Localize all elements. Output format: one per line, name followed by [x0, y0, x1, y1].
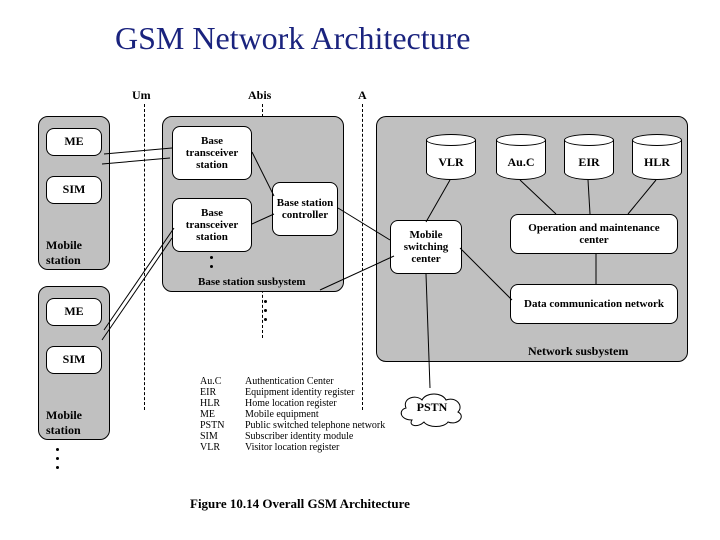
cyl-hlr-label: HLR: [632, 155, 682, 170]
cyl-vlr: VLR: [426, 134, 476, 180]
node-sim-1: SIM: [46, 176, 102, 204]
page-title: GSM Network Architecture: [115, 20, 470, 57]
figure-caption: Figure 10.14 Overall GSM Architecture: [190, 496, 410, 512]
legend-row: PSTNPublic switched telephone network: [200, 420, 385, 431]
legend-abbr: PSTN: [200, 420, 245, 431]
cloud-pstn: PSTN: [394, 386, 470, 430]
legend-desc: Authentication Center: [245, 376, 334, 387]
legend-desc: Mobile equipment: [245, 409, 319, 420]
node-sim-2: SIM: [46, 346, 102, 374]
node-me-2: ME: [46, 298, 102, 326]
dots-ms: [56, 448, 59, 469]
legend-abbr: SIM: [200, 431, 245, 442]
legend-abbr: ME: [200, 409, 245, 420]
cloud-pstn-label: PSTN: [394, 400, 470, 415]
group-mobile-station-2-label: Mobile station: [46, 408, 116, 438]
legend-abbr: VLR: [200, 442, 245, 453]
cyl-eir: EIR: [564, 134, 614, 180]
cyl-hlr: HLR: [632, 134, 682, 180]
legend-abbr: HLR: [200, 398, 245, 409]
legend-desc: Home location register: [245, 398, 337, 409]
iface-a-line: [362, 104, 363, 410]
iface-a-label: A: [358, 88, 367, 103]
iface-abis-label: Abis: [248, 88, 271, 103]
iface-um-line: [144, 104, 145, 410]
cyl-eir-label: EIR: [564, 155, 614, 170]
legend-row: Au.CAuthentication Center: [200, 376, 385, 387]
node-dcn: Data communication network: [510, 284, 678, 324]
dots-bss: [264, 300, 267, 321]
legend-row: MEMobile equipment: [200, 409, 385, 420]
legend-row: SIMSubscriber identity module: [200, 431, 385, 442]
node-bts-2: Base transceiver station: [172, 198, 252, 252]
cyl-auc: Au.C: [496, 134, 546, 180]
cyl-vlr-label: VLR: [426, 155, 476, 170]
iface-um-label: Um: [132, 88, 151, 103]
legend-row: VLRVisitor location register: [200, 442, 385, 453]
legend-desc: Visitor location register: [245, 442, 339, 453]
legend-desc: Public switched telephone network: [245, 420, 385, 431]
node-msc: Mobile switching center: [390, 220, 462, 274]
legend-desc: Subscriber identity module: [245, 431, 353, 442]
node-omc: Operation and maintenance center: [510, 214, 678, 254]
cyl-auc-label: Au.C: [496, 155, 546, 170]
legend-row: HLRHome location register: [200, 398, 385, 409]
node-bts-1: Base transceiver station: [172, 126, 252, 180]
group-mobile-station-1-label: Mobile station: [46, 238, 116, 268]
node-bsc: Base station controller: [272, 182, 338, 236]
node-me-1: ME: [46, 128, 102, 156]
legend-desc: Equipment identity register: [245, 387, 354, 398]
legend: Au.CAuthentication CenterEIREquipment id…: [200, 376, 385, 453]
legend-abbr: Au.C: [200, 376, 245, 387]
group-bss-label: Base station susbystem: [198, 276, 306, 288]
legend-row: EIREquipment identity register: [200, 387, 385, 398]
legend-abbr: EIR: [200, 387, 245, 398]
group-nss-label: Network susbystem: [528, 344, 628, 359]
dots-bts: [210, 256, 213, 268]
